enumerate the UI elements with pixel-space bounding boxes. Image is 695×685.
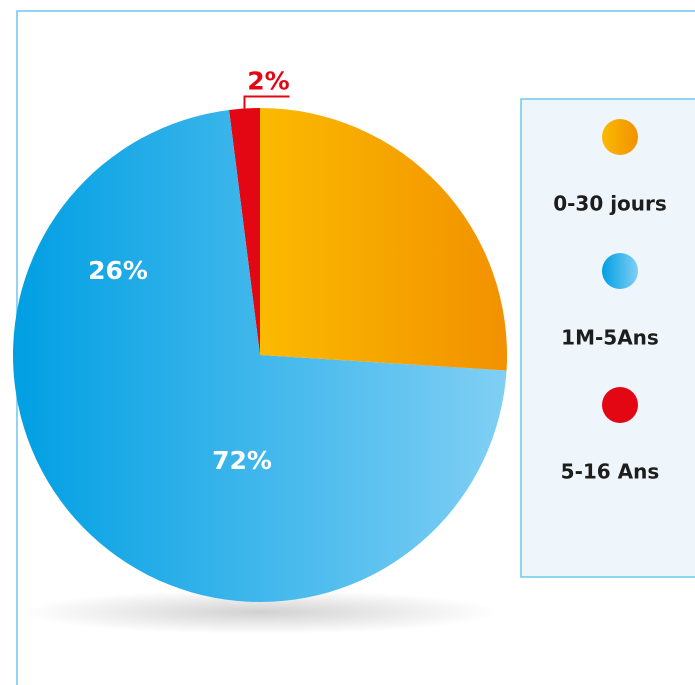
pie-shadow (20, 590, 500, 634)
slice-label: 26% (88, 256, 148, 285)
legend-box (520, 98, 695, 578)
legend-label: 1M-5Ans (561, 326, 659, 350)
slice-label: 2% (247, 66, 289, 95)
legend-swatch (602, 119, 638, 155)
legend-swatch (602, 387, 638, 423)
legend-swatch (602, 253, 638, 289)
pie-slice (13, 109, 507, 602)
legend-label: 5-16 Ans (561, 460, 660, 484)
legend-label: 0-30 jours (553, 192, 667, 216)
leader-line (243, 95, 290, 109)
pie-slice (229, 108, 260, 355)
slice-label: 72% (212, 446, 272, 475)
pie-slice (260, 108, 507, 371)
